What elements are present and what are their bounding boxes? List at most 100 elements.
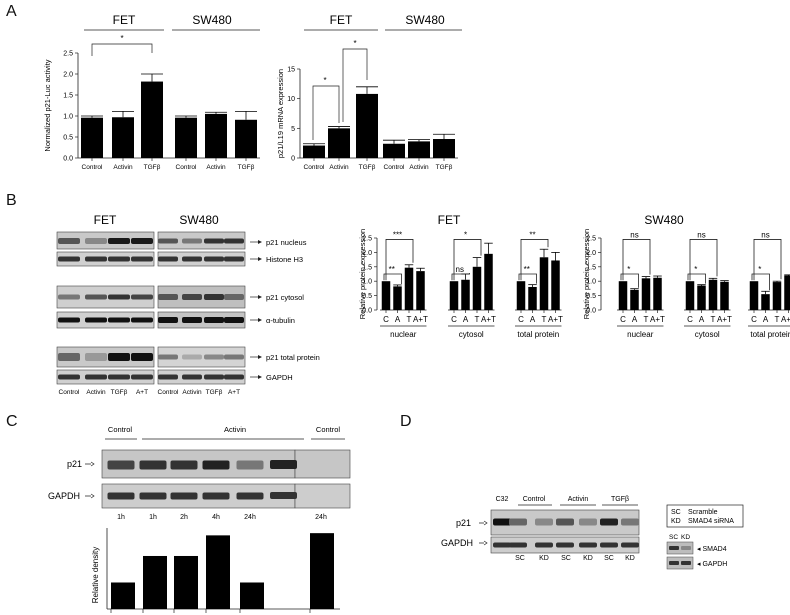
a2-ylabel: p21/L19 mRNA expression bbox=[276, 69, 285, 158]
b1-sig-label: ** bbox=[529, 230, 535, 239]
blot-b-fet-gapdh-band bbox=[108, 374, 130, 380]
blot-b-sw-gapdh-band bbox=[224, 374, 244, 380]
label-p21-nucleus: p21 nucleus bbox=[266, 238, 307, 247]
b2-xtick-label: T bbox=[644, 315, 649, 324]
b1-xtick-label: C bbox=[518, 315, 524, 324]
blot-b-fet-tubulin-band bbox=[58, 317, 80, 323]
b2-sig-label: ns bbox=[761, 230, 769, 239]
b1-xtick-label: A bbox=[530, 315, 536, 324]
panel-b-blot-headers: FET SW480 bbox=[94, 213, 219, 227]
blot-d-p21-band bbox=[556, 518, 574, 526]
blot-b-sw-p21-total-band bbox=[182, 354, 202, 360]
header-sw480-a1: SW480 bbox=[192, 13, 232, 27]
a1-ytick-label: 1.5 bbox=[63, 93, 73, 100]
inset-smad4: ◂ SMAD4 bbox=[697, 546, 727, 553]
blot-b-sw-p21-cytosol-band bbox=[158, 294, 178, 300]
blot-c-gapdh-a-band bbox=[107, 492, 135, 500]
b2-bar bbox=[653, 277, 662, 310]
panel-label-b: B bbox=[6, 192, 17, 209]
lane-b-fet-at: A+T bbox=[136, 389, 148, 396]
b1-sig-label: ** bbox=[524, 265, 530, 274]
a2-xtick-label: Activin bbox=[329, 164, 349, 171]
blot-b-sw-p21-total-band bbox=[204, 354, 224, 360]
panel-c-blot-labels: p21 GAPDH bbox=[48, 459, 95, 501]
blot-b-fet-p21-nucleus-band bbox=[108, 238, 130, 244]
blot-b-fet-p21-cytosol-band bbox=[108, 294, 130, 300]
panel-d-blot-labels: p21 GAPDH bbox=[441, 518, 488, 548]
lane-d-label: KD bbox=[583, 555, 593, 562]
panel-d-blots bbox=[490, 509, 640, 554]
header-c-control-2: Control bbox=[316, 425, 341, 434]
panel-c-timepoints: 1h 1h 2h 4h 24h 24h bbox=[117, 514, 327, 521]
b2-ytick-label: 2.0 bbox=[586, 250, 596, 257]
a2-xtick-label: TGFβ bbox=[436, 164, 453, 171]
b2-group-label: nuclear bbox=[627, 330, 654, 339]
blot-b-fet-p21-cytosol-band bbox=[85, 294, 107, 300]
timepoint-label: 24h bbox=[315, 514, 327, 521]
inset-sc: SC bbox=[669, 534, 678, 541]
panel-b-blots bbox=[56, 231, 246, 385]
blot-b-sw-p21-cytosol-band bbox=[204, 294, 224, 300]
blot-d-p21-band bbox=[535, 518, 553, 526]
b2-xtick-label: A+T bbox=[781, 315, 790, 324]
c1-ylabel: Relative density bbox=[91, 547, 100, 603]
b2-xtick-label: T bbox=[775, 315, 780, 324]
blot-b-sw-p21-cytosol-band bbox=[182, 294, 202, 300]
blot-b-fet-p21-nucleus-band bbox=[58, 238, 80, 244]
a1-xtick-label: Control bbox=[176, 164, 198, 171]
blot-b-sw-p21-total-band bbox=[224, 354, 244, 360]
sig-a2: * * bbox=[312, 39, 368, 140]
b1-sig-label: * bbox=[464, 230, 467, 239]
sig-a2-star-2: * bbox=[353, 39, 356, 48]
b2-xtick-label: A bbox=[699, 315, 705, 324]
c1-bar bbox=[206, 535, 230, 609]
b1-bar bbox=[528, 286, 537, 310]
lane-b-fet-activin: Activin bbox=[86, 389, 106, 396]
header-sw480-b-chart: SW480 bbox=[644, 213, 684, 227]
b1-sig-bracket bbox=[453, 239, 482, 281]
a1-xtick-label: Activin bbox=[206, 164, 226, 171]
blot-b-fet-p21-cytosol-band bbox=[131, 294, 153, 300]
lane-b-sw-control: Control bbox=[158, 389, 180, 396]
a2-ytick-label: 10 bbox=[287, 96, 295, 103]
blot-d-gapdh-band bbox=[509, 542, 527, 548]
blot-d-p21-band bbox=[493, 518, 511, 526]
a2-xtick-label: Activin bbox=[409, 164, 429, 171]
b2-xtick-label: A+T bbox=[650, 315, 665, 324]
blot-b-fet-p21-total-band bbox=[131, 353, 153, 361]
blot-b-fet-tubulin-band bbox=[85, 317, 107, 323]
panel-label-d: D bbox=[400, 413, 412, 430]
b1-bar bbox=[404, 267, 414, 310]
blot-b-sw-p21-nucleus-band bbox=[204, 238, 224, 244]
b1-bar bbox=[516, 281, 526, 310]
b1-sig-bracket bbox=[385, 239, 414, 281]
b1-bar bbox=[472, 266, 482, 310]
b1-sig-bracket bbox=[518, 273, 537, 284]
chart-a1-luc: 0.0 0.5 1.0 1.5 2.0 2.5 Normalized p21-Luc act… bbox=[43, 51, 260, 171]
a1-xtick-label: TGFβ bbox=[238, 164, 255, 171]
blot-b-sw-p21-cytosol-band bbox=[224, 294, 244, 300]
blot-b-fet-p21-nucleus-band bbox=[131, 238, 153, 244]
b2-xtick-label: A bbox=[632, 315, 638, 324]
header-c-activin: Activin bbox=[224, 425, 246, 434]
timepoint-label: 1h bbox=[149, 514, 157, 521]
blot-d-gapdh-band bbox=[579, 542, 597, 548]
blot-b-fet-histone-band bbox=[131, 256, 153, 262]
b2-group-label: cytosol bbox=[695, 330, 720, 339]
blot-d-p21-band bbox=[509, 518, 527, 526]
b2-bar bbox=[720, 281, 729, 310]
a2-xtick-label: Control bbox=[304, 164, 326, 171]
c1-bar bbox=[111, 582, 135, 609]
blot-b-sw-p21-nucleus-band bbox=[182, 238, 202, 244]
c1-bar bbox=[240, 582, 264, 609]
a1-bar bbox=[81, 117, 103, 158]
blot-b-fet-tubulin-band bbox=[131, 317, 153, 323]
blot-b-fet-p21-nucleus-band bbox=[85, 238, 107, 244]
header-fet-b: FET bbox=[94, 213, 117, 227]
b1-xtick-label: C bbox=[383, 315, 389, 324]
legend-sc-desc: Scramble bbox=[688, 509, 718, 516]
a2-bar bbox=[303, 145, 325, 158]
b1-bar bbox=[484, 253, 493, 310]
